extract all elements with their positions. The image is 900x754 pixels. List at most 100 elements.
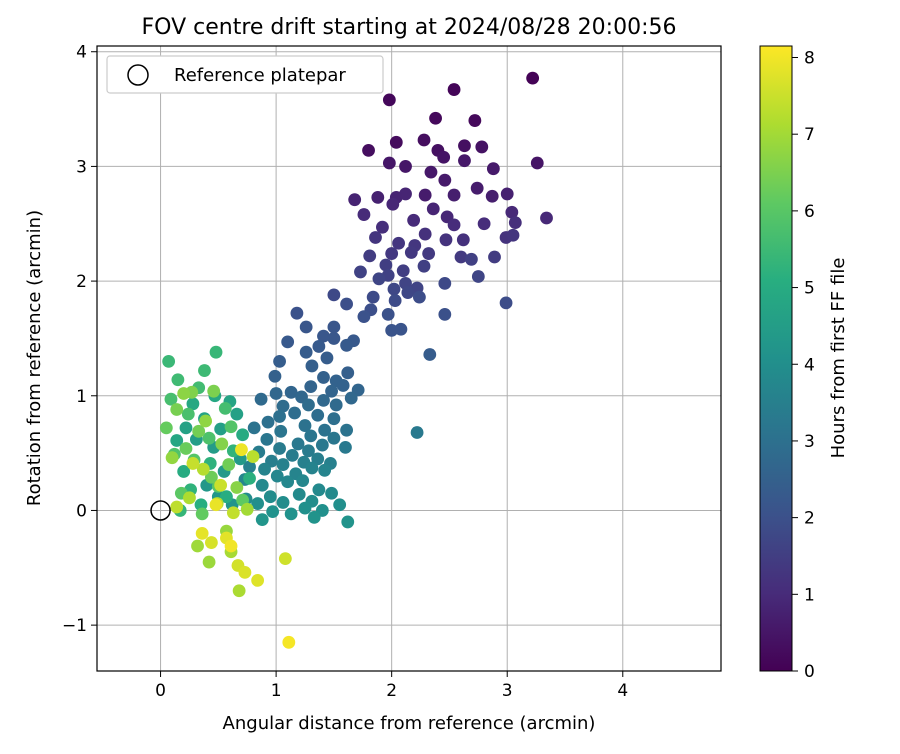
data-point — [288, 406, 301, 420]
data-point — [199, 414, 213, 428]
y-tick-label: 0 — [76, 501, 87, 521]
data-point — [170, 403, 184, 416]
data-point — [311, 452, 325, 466]
colorbar-tick-label: 6 — [804, 202, 815, 222]
data-point — [506, 228, 520, 242]
data-point — [304, 380, 318, 393]
data-point — [214, 422, 228, 436]
data-point — [317, 371, 330, 384]
data-point — [278, 552, 292, 566]
x-tick-label: 0 — [155, 681, 166, 701]
chart-title: FOV centre drift starting at 2024/08/28 … — [142, 15, 677, 40]
y-tick-label: 2 — [76, 272, 87, 292]
data-point — [179, 442, 193, 455]
x-axis-label: Angular distance from reference (arcmin) — [223, 713, 596, 734]
data-point — [407, 213, 421, 227]
data-point — [235, 443, 248, 457]
data-point — [340, 297, 353, 311]
data-point — [298, 419, 312, 432]
data-point — [381, 307, 395, 321]
colorbar-ticks: 0 1 2 3 4 5 6 7 8 — [792, 49, 815, 682]
data-point — [385, 324, 399, 337]
data-point — [382, 156, 396, 170]
data-point — [371, 190, 385, 204]
data-point — [317, 329, 330, 343]
data-point — [240, 502, 254, 516]
data-point — [389, 135, 403, 149]
reference-marker — [150, 500, 171, 521]
data-point — [232, 584, 246, 598]
data-point — [243, 460, 256, 474]
data-point — [439, 233, 453, 247]
data-point — [468, 114, 482, 127]
data-point — [191, 539, 204, 553]
data-point — [183, 491, 196, 505]
data-point — [198, 364, 211, 377]
data-point — [258, 462, 271, 476]
data-point — [269, 387, 283, 400]
data-point — [207, 384, 221, 398]
data-point — [281, 475, 295, 489]
data-point — [251, 497, 265, 510]
data-point — [422, 247, 436, 260]
data-point — [255, 513, 269, 527]
data-point — [530, 156, 544, 170]
data-point — [447, 188, 461, 202]
data-point — [159, 421, 173, 435]
data-point — [418, 227, 432, 241]
data-point — [317, 393, 330, 407]
data-point — [273, 410, 286, 423]
data-point — [485, 189, 499, 203]
x-axis-ticks: 0 1 2 3 4 — [155, 671, 628, 701]
data-point — [417, 259, 431, 273]
data-point — [276, 399, 290, 413]
data-point — [305, 359, 319, 373]
data-point — [224, 539, 238, 553]
data-point — [447, 218, 461, 232]
data-point — [186, 397, 200, 411]
data-point — [438, 307, 452, 321]
data-point — [385, 247, 399, 260]
data-point — [417, 133, 431, 147]
data-point — [429, 111, 442, 125]
data-point — [177, 465, 191, 478]
data-point — [302, 398, 315, 412]
data-point — [243, 471, 256, 485]
data-point — [224, 420, 238, 434]
data-point — [499, 296, 513, 310]
data-point — [325, 384, 338, 398]
x-tick-label: 2 — [386, 681, 397, 701]
x-tick-label: 1 — [271, 681, 282, 701]
data-point — [209, 498, 223, 512]
data-point — [325, 486, 338, 500]
data-point — [327, 431, 341, 445]
data-point — [165, 451, 179, 465]
data-point — [320, 351, 334, 365]
data-point — [215, 437, 229, 451]
data-point — [458, 139, 471, 153]
data-point — [302, 444, 315, 458]
data-point — [399, 187, 412, 201]
data-point — [362, 143, 375, 157]
data-point — [261, 415, 275, 429]
data-point — [426, 202, 440, 216]
y-axis-label: Rotation from reference (arcmin) — [24, 210, 45, 506]
data-point — [318, 423, 332, 437]
data-point — [171, 373, 185, 387]
data-point — [195, 526, 209, 540]
data-point — [386, 197, 400, 211]
data-point — [181, 407, 195, 421]
data-point — [376, 220, 389, 234]
data-point — [399, 160, 412, 173]
data-point — [456, 233, 470, 247]
data-point — [230, 407, 244, 421]
data-point — [470, 181, 484, 195]
data-point — [471, 270, 485, 283]
data-point — [192, 424, 206, 438]
data-point — [354, 265, 367, 279]
data-point — [202, 431, 216, 445]
x-tick-label: 4 — [617, 681, 628, 701]
data-point — [230, 481, 244, 494]
data-point — [318, 463, 332, 477]
